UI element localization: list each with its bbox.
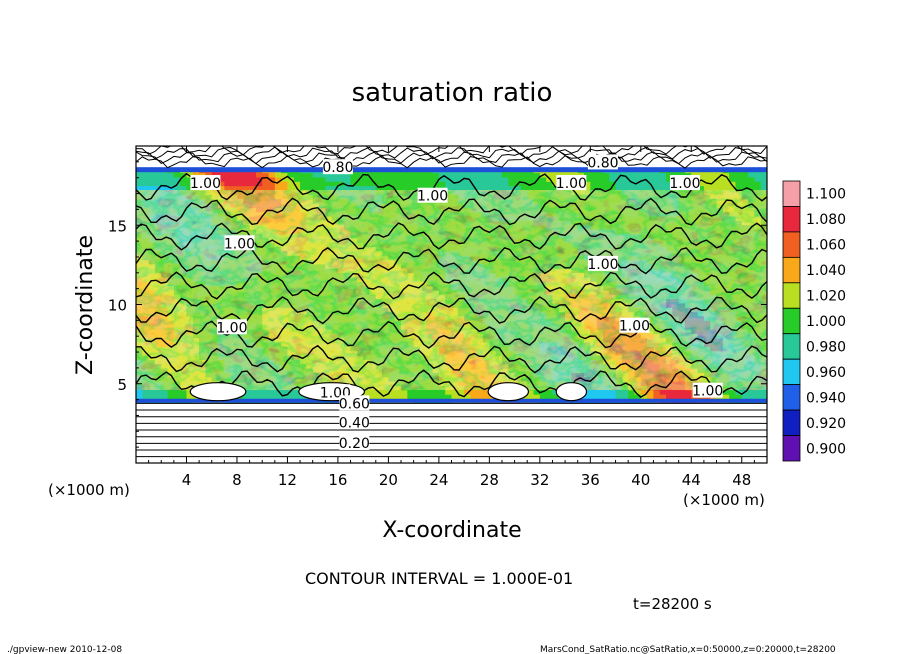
y-axis-label: Z-coordinate — [73, 235, 98, 375]
contour-line-1.00 — [136, 320, 767, 349]
contour-label-bg — [322, 159, 353, 175]
contour-label-bg — [587, 255, 618, 271]
contour-line-1.00 — [136, 197, 767, 226]
colorbar-swatch — [782, 358, 801, 386]
contour-label-bg — [556, 175, 587, 191]
x-tick-label: 28 — [480, 471, 499, 489]
x-tick-label: 16 — [328, 471, 347, 489]
colorbar-label: 1.060 — [806, 238, 846, 254]
contour-interval-label: CONTOUR INTERVAL = 1.000E-01 — [305, 569, 573, 588]
contour-label-bg — [339, 395, 370, 411]
y-tick-label: 10 — [108, 297, 127, 315]
time-label: t=28200 s — [633, 595, 712, 613]
contour-labels: 0.80 0.801.001.001.00 1.001.001.001.00 1.00… — [190, 154, 723, 452]
contour-label: 0.80 — [322, 160, 353, 176]
colorbar-label: 1.080 — [806, 212, 846, 228]
top-boundary-band — [136, 167, 767, 173]
contour-line-1.00 — [136, 369, 767, 398]
colorbar-label: 0.900 — [806, 441, 846, 457]
x-tick-label: 4 — [182, 471, 192, 489]
colorbar-swatch — [782, 231, 801, 258]
bottom-boundary-band — [136, 398, 767, 403]
y-tick-label: 15 — [108, 217, 127, 235]
contour-lines — [136, 146, 767, 458]
colorbar-swatch — [782, 282, 801, 309]
low-pocket — [487, 382, 530, 402]
low-pocket — [555, 382, 588, 402]
colorbar-swatch — [782, 384, 801, 411]
x-tick-label: 12 — [278, 471, 297, 489]
contour-label: 0.60 — [339, 396, 370, 412]
y-axis-ticks: 5 10 15 — [108, 161, 767, 448]
x-tick-label: 24 — [429, 471, 448, 489]
x-tick-label: 20 — [379, 471, 398, 489]
colorbar-label: 1.000 — [806, 314, 846, 330]
contour-line — [136, 150, 767, 165]
contour-label: 1.00 — [417, 189, 448, 205]
contour-label: 0.40 — [339, 415, 370, 431]
contour-line-1.00 — [136, 271, 767, 300]
chart-title: saturation ratio — [352, 78, 553, 108]
contour-label-bg — [339, 414, 370, 430]
contour-label: 1.00 — [692, 384, 723, 400]
x-axis-ticks: 4 8 12 16 20 24 28 32 36 40 44 48 — [148, 146, 755, 489]
contour-label-bg — [587, 154, 618, 170]
footer-right: MarsCond_SatRatio.nc@SatRatio,x=0:50000,… — [540, 645, 836, 654]
x-axis-label: X-coordinate — [382, 518, 521, 543]
contour-label: 1.00 — [216, 320, 247, 336]
colorbar-swatch — [782, 206, 801, 233]
colorbar-label: 0.980 — [806, 339, 846, 355]
contour-line — [136, 146, 767, 156]
y-tick-label: 5 — [117, 376, 127, 394]
colorbar-label: 1.100 — [806, 187, 846, 203]
footer-left: ./gpview-new 2010-12-08 — [7, 645, 122, 654]
contour-label: 1.00 — [587, 257, 618, 273]
contour-label-bg — [339, 434, 370, 450]
contour-label-bg — [692, 382, 723, 398]
contour-line-1.00 — [136, 344, 767, 374]
x-unit-left: (×1000 m) — [48, 481, 130, 499]
x-unit-right: (×1000 m) — [683, 491, 765, 509]
colorbar-swatch — [782, 256, 801, 284]
contour-label: 1.00 — [190, 176, 221, 192]
contour-label-bg — [619, 317, 650, 333]
colorbar-label: 1.040 — [806, 263, 846, 279]
colorbar: 1.100 1.080 1.060 1.040 1.020 1.000 0.980 0.960… — [782, 180, 846, 462]
x-tick-label: 32 — [530, 471, 549, 489]
heatmap-texture — [136, 190, 767, 390]
colorbar-swatch — [782, 307, 801, 335]
colorbar-swatch — [782, 333, 801, 360]
contour-label: 1.00 — [669, 176, 700, 192]
contour-label-bg — [190, 175, 221, 191]
x-tick-label: 48 — [732, 471, 751, 489]
colorbar-swatch — [782, 435, 801, 462]
low-pocket — [189, 382, 247, 402]
x-tick-label: 8 — [232, 471, 242, 489]
colorbar-swatch — [782, 409, 801, 436]
contour-label: 1.00 — [619, 319, 650, 335]
contour-label: 1.00 — [224, 236, 255, 252]
contour-label-bg — [224, 235, 255, 251]
contour-line-1.00 — [136, 222, 767, 251]
colorbar-label: 1.020 — [806, 289, 846, 305]
x-tick-label: 44 — [682, 471, 701, 489]
contour-label-bg — [417, 187, 448, 203]
contour-label-bg — [216, 319, 247, 335]
colorbar-label: 0.940 — [806, 390, 846, 406]
plot-area — [136, 146, 767, 463]
x-tick-label: 36 — [581, 471, 600, 489]
x-tick-label: 40 — [631, 471, 650, 489]
contour-line — [136, 154, 767, 169]
contour-line-1.00 — [136, 246, 767, 276]
contour-line-1.00 — [136, 172, 767, 202]
colorbar-label: 0.960 — [806, 365, 846, 381]
contour-label: 1.00 — [556, 176, 587, 192]
contour-label: 0.80 — [587, 155, 618, 171]
contour-label-bg — [669, 175, 700, 191]
colorbar-swatch — [782, 180, 801, 207]
contour-label: 0.20 — [339, 436, 370, 452]
colorbar-label: 0.920 — [806, 416, 846, 432]
